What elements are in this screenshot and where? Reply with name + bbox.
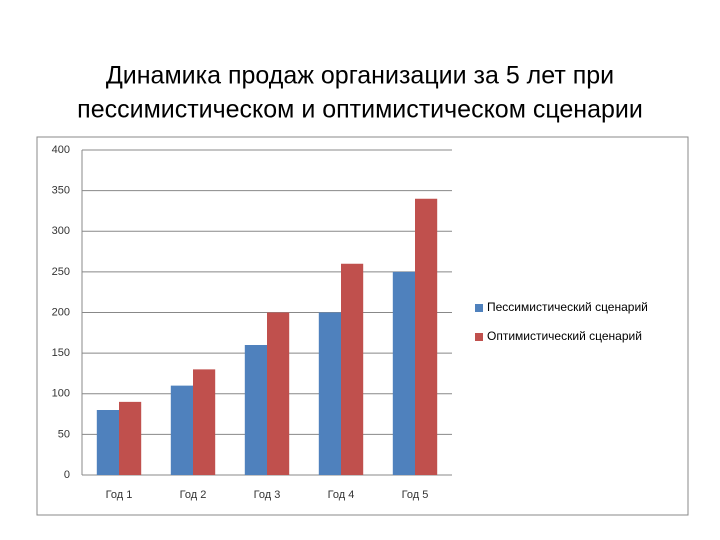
x-tick-label: Год 5	[402, 489, 429, 501]
y-tick-label: 0	[64, 469, 70, 481]
bar	[392, 271, 415, 475]
y-tick-label: 300	[52, 225, 70, 237]
y-tick-label: 350	[52, 185, 70, 197]
x-tick-label: Год 3	[254, 489, 281, 501]
y-tick-label: 200	[52, 306, 70, 318]
y-tick-label: 250	[52, 266, 70, 278]
bar	[193, 369, 216, 475]
bar	[244, 345, 267, 475]
chart-title: Динамика продаж организации за 5 лет при	[106, 62, 614, 90]
chart-title: пессимистическом и оптимистическом сцена…	[77, 96, 643, 124]
legend-label: Пессимистический сценарий	[487, 300, 648, 314]
legend-swatch	[475, 304, 483, 312]
x-tick-label: Год 2	[180, 489, 207, 501]
bar	[341, 263, 364, 475]
x-tick-label: Год 1	[106, 489, 133, 501]
legend-swatch	[475, 333, 483, 341]
chart-frame	[36, 136, 689, 516]
bar	[267, 312, 290, 475]
bar	[318, 312, 341, 475]
y-tick-label: 100	[52, 388, 70, 400]
y-tick-label: 150	[52, 347, 70, 359]
y-tick-label: 400	[52, 144, 70, 156]
x-tick-label: Год 4	[328, 489, 355, 501]
bar	[415, 198, 438, 475]
bar	[119, 401, 142, 475]
bar	[170, 385, 193, 475]
legend-label: Оптимистический сценарий	[487, 329, 642, 343]
y-tick-label: 50	[58, 428, 70, 440]
bar	[96, 410, 119, 475]
